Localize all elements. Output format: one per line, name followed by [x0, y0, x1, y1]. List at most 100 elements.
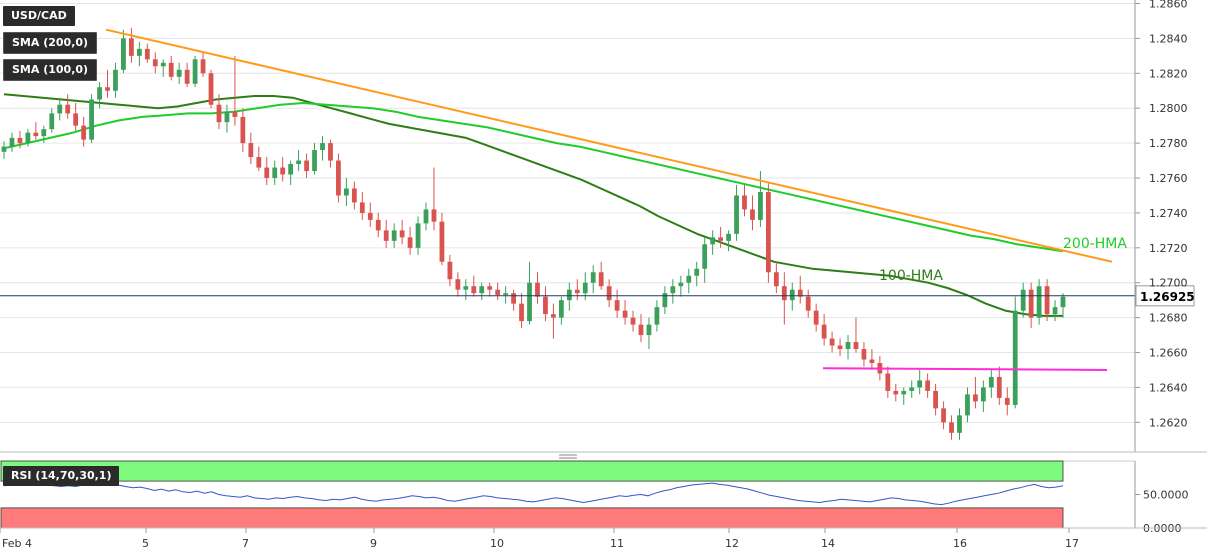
- rsi-oversold-zone: [0, 507, 1064, 529]
- candle-body: [957, 415, 962, 433]
- candle-body: [1052, 307, 1058, 315]
- x-tick-label: 5: [142, 537, 149, 550]
- candle: [909, 380, 915, 398]
- candle: [574, 279, 580, 301]
- candle: [957, 408, 962, 440]
- candle-body: [296, 160, 301, 165]
- symbol-label: USD/CAD: [3, 6, 75, 26]
- candle: [702, 237, 708, 283]
- candle-body: [113, 69, 118, 91]
- candle: [351, 181, 357, 210]
- candle: [280, 157, 286, 182]
- candle-body: [965, 394, 970, 416]
- candle-body: [383, 230, 389, 241]
- candle-body: [750, 209, 755, 220]
- candle-body: [288, 164, 294, 175]
- candle-body: [89, 99, 94, 140]
- candle-body: [17, 137, 23, 144]
- candle-body: [551, 314, 556, 318]
- candle: [861, 342, 867, 367]
- candle-body: [996, 376, 1002, 398]
- candle: [232, 55, 238, 126]
- candle: [17, 130, 23, 149]
- y-tick-label: 1.2660: [1149, 347, 1188, 360]
- candle: [375, 212, 381, 238]
- candle-body: [431, 209, 437, 222]
- candle-body: [264, 167, 270, 179]
- candle: [622, 300, 628, 325]
- candle: [81, 116, 87, 147]
- candle: [463, 279, 469, 301]
- candle-body: [686, 275, 692, 283]
- rsi-label[interactable]: RSI (14,70,30,1): [3, 466, 120, 486]
- candle: [1004, 387, 1010, 416]
- candle: [566, 282, 572, 311]
- candle-body: [574, 289, 580, 294]
- rsi-line: [3, 481, 1064, 506]
- candle-body: [837, 345, 843, 350]
- candle-body: [328, 143, 333, 161]
- candle-body: [81, 125, 87, 140]
- candle: [359, 191, 365, 220]
- candle-body: [726, 233, 731, 241]
- candle: [598, 261, 604, 290]
- candle: [105, 69, 110, 98]
- candle: [129, 27, 134, 63]
- sma200-label[interactable]: SMA (200,0): [3, 32, 98, 54]
- candle: [694, 261, 700, 287]
- candle-body: [558, 300, 564, 318]
- candle-body: [543, 296, 548, 315]
- candle: [781, 272, 787, 325]
- candle: [965, 387, 970, 423]
- candle-body: [678, 282, 684, 287]
- candle: [1060, 293, 1066, 318]
- sma100-label[interactable]: SMA (100,0): [3, 59, 98, 81]
- y-tick-label: 1.2760: [1149, 172, 1188, 185]
- candle-body: [216, 104, 222, 123]
- rsi-tick-label: 50.0000: [1143, 489, 1189, 502]
- candle: [558, 296, 564, 325]
- candle: [407, 226, 413, 255]
- candle: [511, 289, 516, 311]
- candle-body: [710, 237, 716, 245]
- candle-body: [471, 286, 477, 294]
- candle-body: [232, 111, 238, 117]
- candle-body: [1020, 289, 1026, 311]
- candle: [455, 272, 461, 297]
- candle-body: [598, 272, 604, 287]
- candle: [845, 335, 851, 360]
- rsi-overbought-zone: [0, 460, 1064, 482]
- candle: [917, 369, 923, 395]
- candle-body: [590, 272, 596, 283]
- candle: [853, 317, 859, 353]
- candle: [543, 286, 548, 322]
- x-tick-label: Feb 4: [2, 537, 32, 550]
- candle-body: [455, 279, 461, 290]
- candle-body: [789, 289, 795, 301]
- hma100-annotation: 100-HMA: [879, 268, 943, 284]
- candle: [343, 178, 349, 206]
- candle-body: [423, 209, 429, 224]
- candle-body: [97, 87, 102, 100]
- candle: [256, 146, 262, 172]
- candle: [654, 300, 660, 332]
- y-tick-label: 1.2740: [1149, 207, 1188, 220]
- candle-body: [933, 390, 938, 409]
- candle: [447, 254, 453, 287]
- candle: [25, 129, 31, 147]
- candle: [590, 265, 596, 294]
- candle: [65, 94, 71, 119]
- candle-body: [941, 408, 946, 423]
- trendline: [105, 28, 1113, 263]
- candle: [97, 82, 102, 109]
- candle-body: [535, 282, 540, 297]
- candle-body: [144, 48, 150, 60]
- candle-body: [176, 69, 182, 77]
- candle: [1012, 296, 1018, 409]
- candle: [383, 219, 389, 248]
- candle-body: [988, 376, 994, 388]
- hma200-line: [3, 102, 1064, 253]
- candle: [33, 122, 39, 140]
- candle-body: [925, 380, 931, 391]
